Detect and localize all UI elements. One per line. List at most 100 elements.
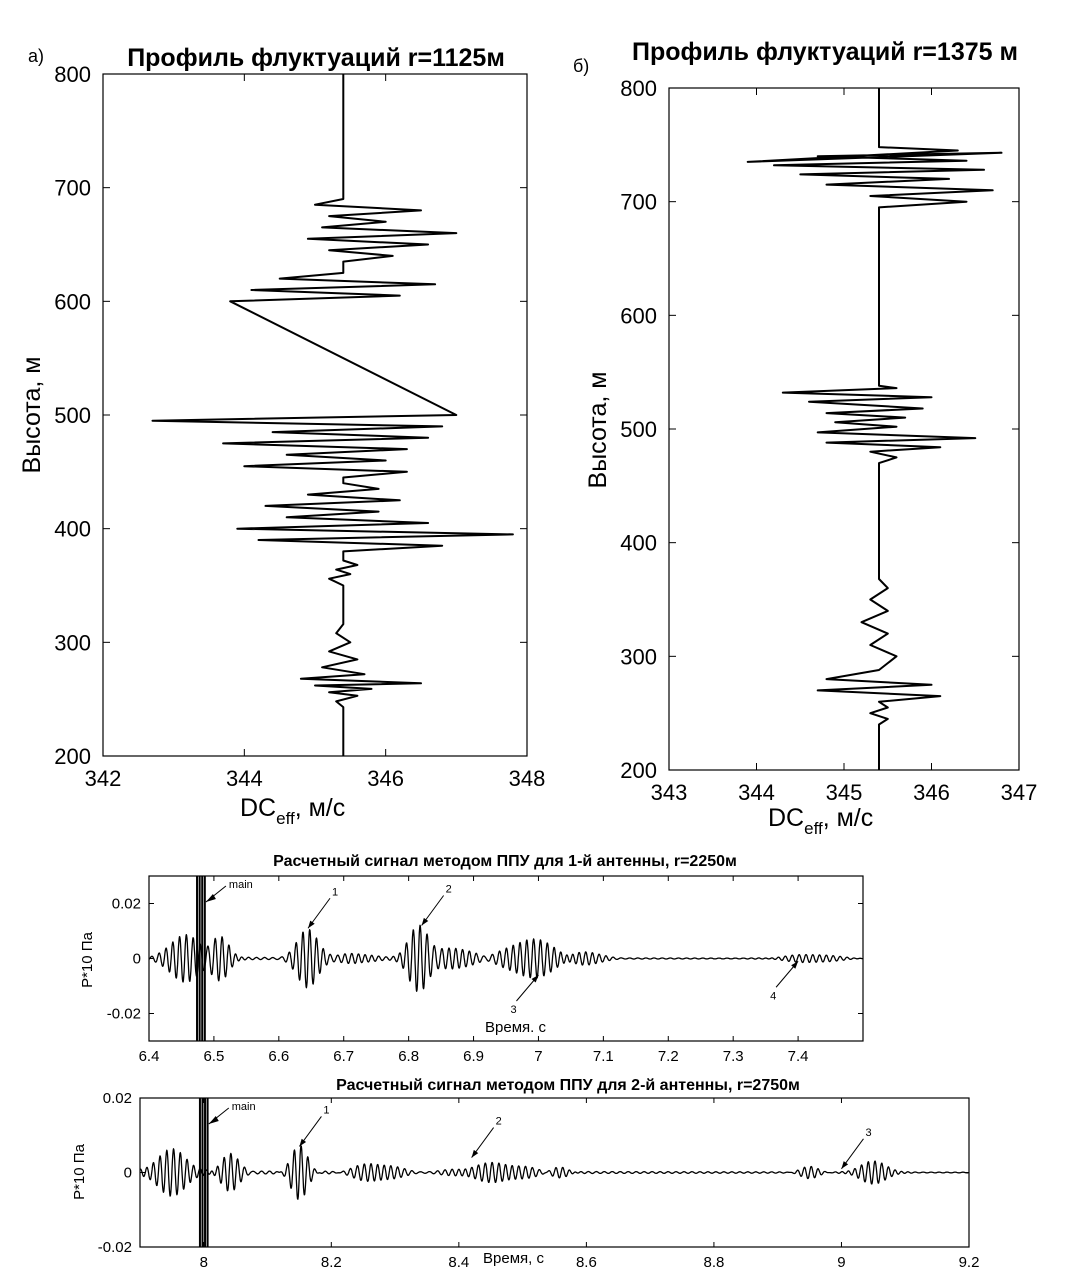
y-ticks-a: 200 300 400 500 600 700 800 — [54, 62, 527, 769]
x-tick-label: 342 — [85, 766, 122, 791]
chart-title-a: Профиль флуктуаций r=1125м — [127, 44, 505, 72]
signal-series-line — [149, 924, 863, 992]
trace-b — [746, 88, 1003, 770]
x-tick-label: 9.2 — [959, 1254, 980, 1271]
signal-series-line — [140, 1145, 969, 1200]
y-tick-label: -0.02 — [98, 1239, 132, 1256]
main-pulse-label: main — [229, 879, 253, 891]
y-tick-label: 0.02 — [112, 896, 141, 913]
arrival-label: 3 — [510, 1004, 516, 1016]
y-tick-label: 200 — [620, 758, 657, 783]
x-tick-label: 6.9 — [463, 1048, 484, 1065]
chart-title-b: Профиль флуктуаций r=1375 м — [632, 38, 1018, 66]
y-tick-label: 0 — [124, 1165, 132, 1182]
main-pulse-annotation: main — [208, 1101, 256, 1125]
x-ticks-a: 342 344 346 348 — [85, 74, 546, 791]
y-tick-label: 700 — [54, 176, 91, 201]
x-tick-label: 6.6 — [268, 1048, 289, 1065]
annotations-d: main 1 2 3 — [208, 1101, 872, 1170]
x-tick-label: 8.4 — [448, 1254, 469, 1271]
arrival-annotation: 3 — [841, 1127, 872, 1170]
x-tick-label: 344 — [226, 766, 263, 791]
x-axis-label-a: DCeff, м/с — [240, 794, 345, 828]
panel-letter-b: б) — [573, 56, 589, 76]
x-axis-label-c: Время. с — [485, 1019, 546, 1036]
x-tick-label: 7.2 — [658, 1048, 679, 1065]
x-tick-label: 346 — [367, 766, 404, 791]
x-tick-label: 7.1 — [593, 1048, 614, 1065]
profile-chart-a: а) Профиль флуктуаций r=1125м 342 344 346 3… — [18, 44, 545, 828]
x-tick-label: 7.3 — [723, 1048, 744, 1065]
x-axis-label-d: Время, с — [483, 1250, 544, 1267]
y-tick-label: 0.02 — [103, 1090, 132, 1107]
chart-title-c: Расчетный сигнал методом ППУ для 1-й ант… — [273, 853, 737, 870]
arrival-label: 1 — [323, 1104, 329, 1116]
trace-a — [151, 74, 514, 756]
x-ticks-b: 343 344 345 346 347 — [651, 88, 1038, 805]
y-axis-label-d: P*10 Па — [71, 1143, 88, 1199]
annotations-c: main 1 2 3 4 — [205, 879, 799, 1016]
x-tick-label: 6.8 — [398, 1048, 419, 1065]
arrival-label: 2 — [446, 884, 452, 896]
x-tick-label: 9 — [837, 1254, 845, 1271]
trace-c — [149, 876, 863, 1041]
y-tick-label: 600 — [54, 289, 91, 314]
chart-title-d: Расчетный сигнал методом ППУ для 2-й ант… — [336, 1077, 800, 1094]
arrival-label: 3 — [865, 1127, 871, 1139]
x-tick-label: 8.2 — [321, 1254, 342, 1271]
x-tick-label: 6.4 — [139, 1048, 160, 1065]
y-axis-label-a: Высота, м — [18, 357, 46, 474]
panel-letter-a: а) — [28, 46, 44, 66]
x-tick-label: 344 — [738, 780, 775, 805]
profile-series-line — [746, 88, 1003, 770]
y-tick-label: 800 — [620, 76, 657, 101]
y-tick-label: 500 — [620, 417, 657, 442]
x-tick-label: 8.6 — [576, 1254, 597, 1271]
x-axis-label-b: DCeff, м/с — [768, 804, 873, 838]
signal-chart-2: Расчетный сигнал методом ППУ для 2-й ант… — [71, 1077, 979, 1271]
profile-series-line — [151, 74, 514, 756]
y-tick-label: 0 — [133, 951, 141, 968]
x-tick-label: 6.7 — [333, 1048, 354, 1065]
x-ticks-c: 6.4 6.5 6.6 6.7 6.8 6.9 7 7.1 7.2 7.3 7.4 — [139, 876, 809, 1065]
y-ticks-b: 200 300 400 500 600 700 800 — [620, 76, 1019, 783]
arrival-label: 1 — [332, 886, 338, 898]
x-tick-label: 348 — [509, 766, 546, 791]
plot-frame-a — [102, 73, 528, 757]
y-tick-label: 500 — [54, 403, 91, 428]
arrival-label: 2 — [496, 1116, 502, 1128]
y-tick-label: 700 — [620, 190, 657, 215]
main-pulse-label: main — [232, 1101, 256, 1113]
y-tick-label: 300 — [54, 630, 91, 655]
arrival-annotation: 1 — [307, 886, 338, 929]
arrival-label: 4 — [770, 990, 776, 1002]
x-tick-label: 345 — [826, 780, 863, 805]
x-tick-label: 6.5 — [203, 1048, 224, 1065]
y-axis-label-b: Высота, м — [584, 372, 612, 489]
arrival-annotation: 2 — [471, 1116, 502, 1158]
profile-chart-b: б) Профиль флуктуаций r=1375 м 343 344 345… — [573, 38, 1037, 838]
x-tick-label: 347 — [1001, 780, 1038, 805]
signal-chart-1: Расчетный сигнал методом ППУ для 1-й ант… — [79, 853, 864, 1065]
y-ticks-c: 0.02 0 -0.02 — [107, 896, 863, 1023]
arrival-annotation: 4 — [770, 960, 799, 1002]
y-tick-label: 400 — [620, 531, 657, 556]
x-tick-label: 7 — [534, 1048, 542, 1065]
main-pulse-annotation: main — [205, 879, 253, 903]
x-ticks-d: 8 8.2 8.4 8.6 8.8 9 9.2 — [200, 1098, 980, 1271]
y-tick-label: 800 — [54, 62, 91, 87]
x-tick-label: 7.4 — [788, 1048, 809, 1065]
y-axis-label-c: P*10 Па — [79, 931, 96, 987]
y-tick-label: -0.02 — [107, 1006, 141, 1023]
trace-d — [140, 1098, 969, 1247]
arrival-annotation: 3 — [510, 974, 539, 1016]
arrival-annotation: 1 — [299, 1104, 330, 1147]
y-tick-label: 200 — [54, 744, 91, 769]
x-tick-label: 8 — [200, 1254, 208, 1271]
x-tick-label: 8.8 — [703, 1254, 724, 1271]
x-tick-label: 343 — [651, 780, 688, 805]
y-tick-label: 300 — [620, 644, 657, 669]
y-tick-label: 400 — [54, 517, 91, 542]
arrival-annotation: 2 — [421, 884, 452, 926]
